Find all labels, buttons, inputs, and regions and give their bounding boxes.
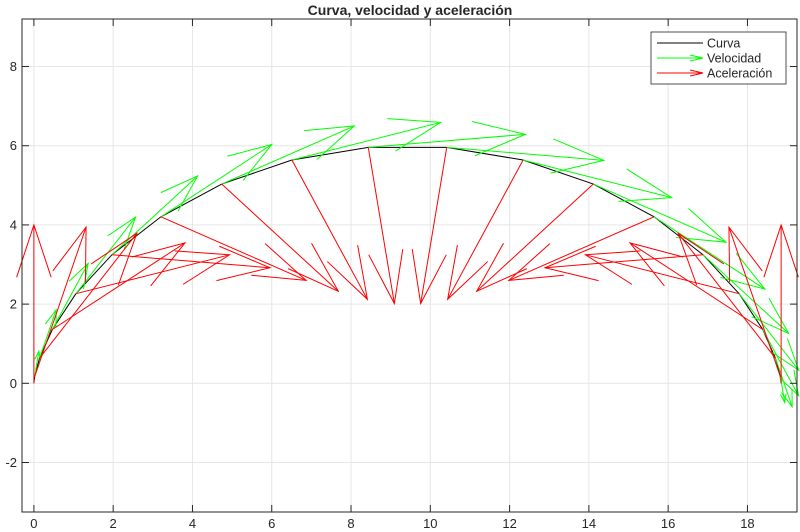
legend-item-curva: Curva	[657, 37, 740, 51]
velocity-arrow	[593, 183, 728, 243]
acceleration-arrow	[39, 232, 138, 359]
acceleration-arrow	[628, 242, 763, 330]
y-tick-label: 8	[10, 59, 17, 74]
acceleration-arrow	[677, 232, 776, 359]
x-tick-label: 12	[502, 516, 516, 531]
legend-label: Aceleración	[707, 67, 772, 81]
series-velocidad	[34, 118, 800, 409]
y-axis-tick-labels: -2 0 2 4 6 8	[5, 59, 17, 470]
x-tick-label: 2	[110, 516, 117, 531]
acceleration-arrow	[160, 216, 308, 282]
x-tick-label: 18	[740, 516, 754, 531]
chart-title: Curva, velocidad y aceleración	[308, 2, 513, 18]
velocity-arrow	[291, 118, 443, 161]
acceleration-arrow	[367, 147, 404, 306]
grid-lines	[22, 19, 797, 512]
x-tick-label: 0	[30, 516, 37, 531]
y-tick-label: 0	[10, 376, 17, 391]
acceleration-arrow	[75, 250, 232, 295]
acceleration-arrow	[543, 245, 704, 282]
legend-item-velocidad: Velocidad	[657, 52, 761, 66]
velocity-arrow	[522, 159, 674, 202]
series-aceleracion	[16, 147, 799, 384]
acceleration-arrow	[221, 183, 340, 293]
velocity-arrow	[160, 143, 274, 218]
x-tick-label: 8	[347, 516, 354, 531]
x-tick-label: 4	[189, 516, 196, 531]
acceleration-arrow	[728, 225, 781, 378]
x-tick-label: 14	[582, 516, 596, 531]
arrowhead-icon	[689, 54, 704, 62]
velocity-arrow	[738, 293, 800, 372]
x-tick-label: 10	[423, 516, 437, 531]
y-tick-label: -2	[5, 455, 17, 470]
acceleration-arrow	[583, 250, 740, 295]
acceleration-arrow	[111, 245, 272, 282]
y-tick-label: 4	[10, 217, 17, 232]
plot-area	[22, 19, 797, 512]
velocity-arrow	[446, 138, 606, 174]
x-tick-label: 16	[661, 516, 675, 531]
velocity-arrow	[702, 254, 790, 335]
legend-label: Curva	[707, 37, 740, 51]
acceleration-arrow	[475, 183, 594, 293]
acceleration-arrow	[291, 159, 369, 301]
legend-label: Velocidad	[707, 52, 761, 66]
velocity-arrow	[368, 121, 527, 157]
x-axis-tick-labels: 0 2 4 6 8 10 12 14 16 18	[30, 516, 754, 531]
velocity-arrow	[221, 125, 356, 185]
velocity-arrow	[762, 329, 800, 398]
acceleration-arrow	[411, 147, 448, 306]
acceleration-arrow	[763, 223, 799, 384]
arrowhead-icon	[689, 69, 704, 77]
axes-box	[21, 18, 798, 513]
velocity-arrow	[111, 174, 199, 256]
y-tick-label: 2	[10, 297, 17, 312]
y-tick-label: 6	[10, 138, 17, 153]
acceleration-arrow	[34, 225, 87, 378]
x-tick-label: 6	[268, 516, 275, 531]
legend[interactable]: Curva Velocidad Aceleración	[650, 31, 787, 85]
axis-ticks	[22, 19, 797, 512]
legend-item-aceleracion: Aceleración	[657, 67, 772, 81]
acceleration-arrow	[446, 159, 524, 301]
acceleration-arrow	[507, 216, 655, 282]
